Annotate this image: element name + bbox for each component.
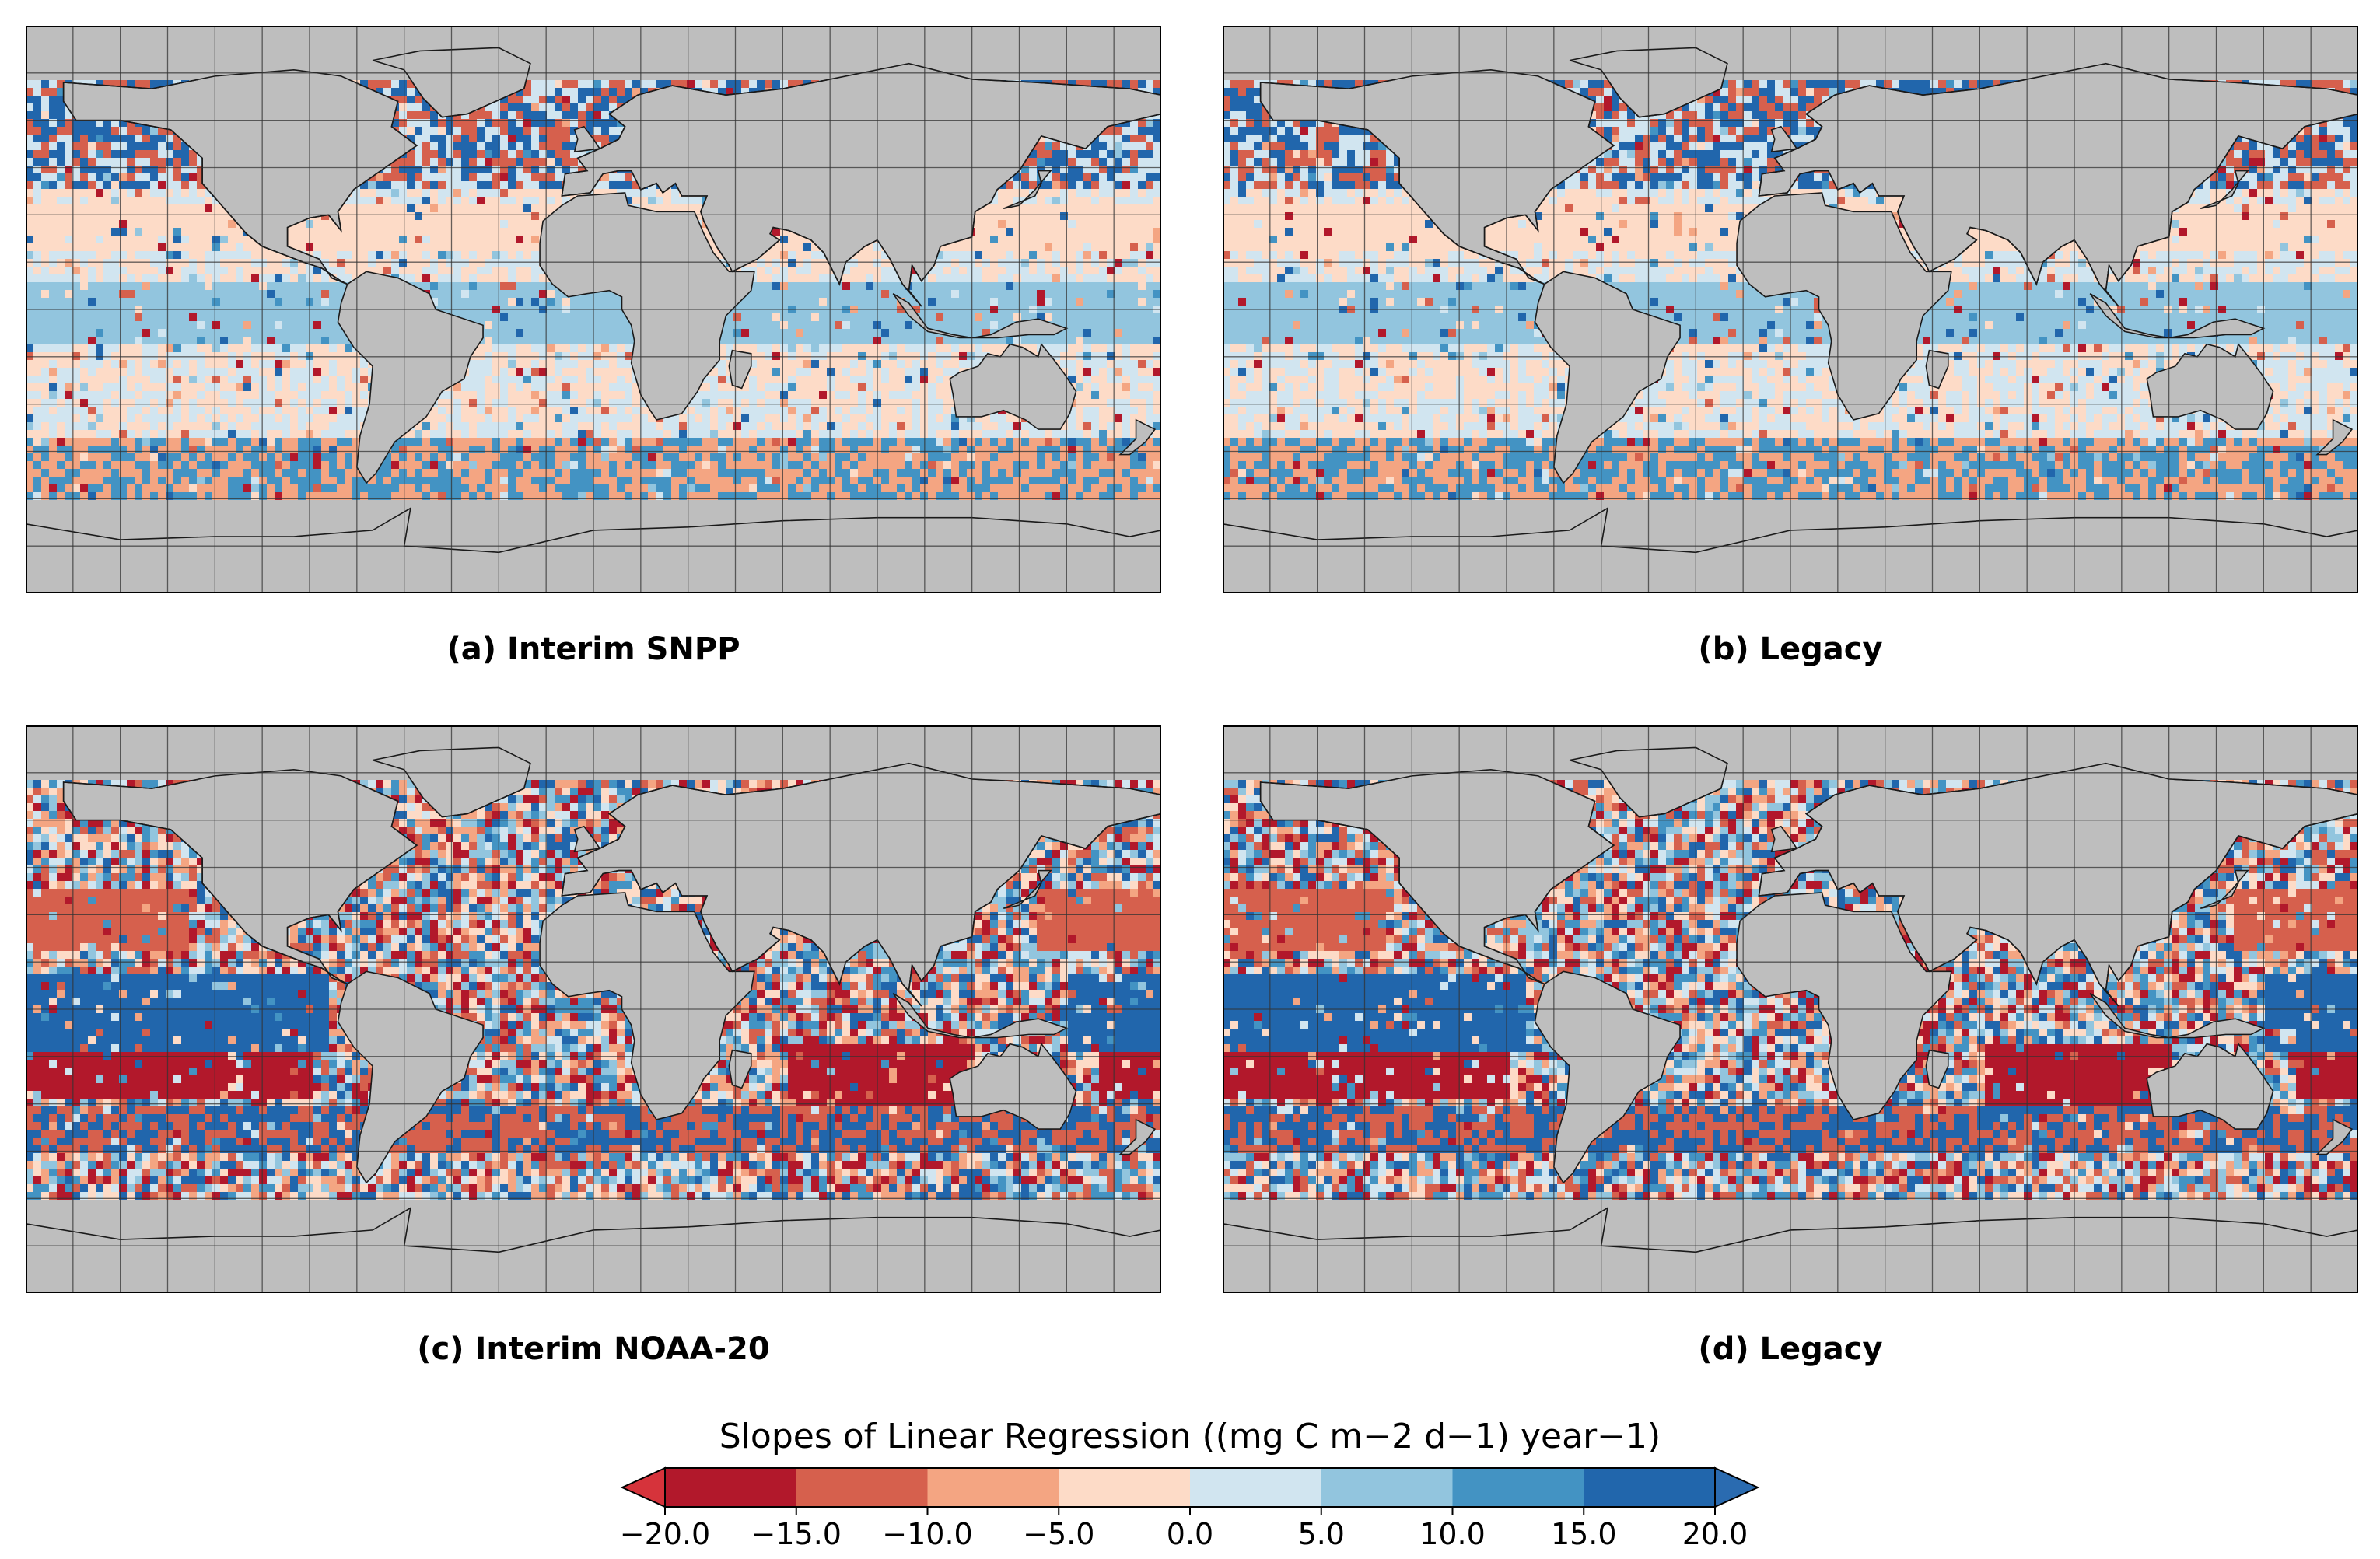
map-frame: [26, 26, 1161, 593]
land-australia: [949, 342, 1077, 430]
colorbar-segment: [1321, 1468, 1453, 1507]
colorbar-tick-label: 15.0: [1551, 1517, 1617, 1547]
land-indonesia: [2089, 993, 2266, 1039]
panel-label-d: (d) Legacy: [1223, 1331, 2358, 1367]
land-australia: [2146, 1042, 2274, 1130]
graticule: [26, 26, 1161, 593]
land-japan: [2200, 170, 2249, 210]
map-frame: [1223, 26, 2358, 593]
colorbar-tick-label: −10.0: [882, 1517, 972, 1547]
land-newZealand: [1118, 418, 1157, 456]
map-frame: [1223, 725, 2358, 1293]
map-panel-b: [1223, 26, 2358, 593]
colorbar-segment: [665, 1468, 796, 1507]
colorbar-tick-label: 5.0: [1298, 1517, 1345, 1547]
colorbar-tick-label: 0.0: [1167, 1517, 1213, 1547]
land-japan: [2200, 869, 2249, 910]
land-japan: [1003, 869, 1052, 910]
land-madagascar: [1925, 1049, 1949, 1089]
land-indonesia: [892, 293, 1069, 339]
land-madagascar: [728, 1049, 752, 1089]
colorbar-segment: [796, 1468, 928, 1507]
map-b: [1223, 26, 2358, 593]
land-southAmerica: [1534, 970, 1681, 1184]
colorbar-extend-high: [1714, 1466, 1760, 1508]
colorbar-segment: [1190, 1468, 1321, 1507]
colorbar-tick-label: 10.0: [1419, 1517, 1486, 1547]
land-indonesia: [892, 993, 1069, 1039]
colorbar-segment: [1452, 1468, 1584, 1507]
map-a: [26, 26, 1161, 593]
panel-label-b: (b) Legacy: [1223, 631, 2358, 667]
graticule: [26, 725, 1161, 1293]
land-australia: [2146, 342, 2274, 430]
map-d: [1223, 725, 2358, 1293]
land-madagascar: [728, 349, 752, 390]
land-newZealand: [2315, 1118, 2354, 1155]
land-southAmerica: [1534, 271, 1681, 484]
graticule: [1223, 26, 2358, 593]
land-southAmerica: [337, 271, 484, 484]
colorbar-segment: [1584, 1468, 1715, 1507]
land-indonesia: [2089, 293, 2266, 339]
map-c: [26, 725, 1161, 1293]
colorbar: −20.0 −15.0 −10.0 −5.0 0.0 5.0 10.0 15.0 20.0: [620, 1466, 1760, 1547]
land-newZealand: [2315, 418, 2354, 456]
map-panel-d: [1223, 725, 2358, 1293]
colorbar-title: Slopes of Linear Regression ((mg C m−2 d…: [607, 1417, 1773, 1456]
map-frame: [26, 725, 1161, 1293]
land-southAmerica: [337, 970, 484, 1184]
colorbar-tick-label: −5.0: [1023, 1517, 1094, 1547]
map-panel-a: [26, 26, 1161, 593]
panel-label-c: (c) Interim NOAA-20: [26, 1331, 1161, 1367]
colorbar-segment: [927, 1468, 1059, 1507]
panel-label-a: (a) Interim SNPP: [26, 631, 1161, 667]
colorbar-segment: [1059, 1468, 1190, 1507]
land-australia: [949, 1042, 1077, 1130]
land-japan: [1003, 170, 1052, 210]
map-panel-c: [26, 725, 1161, 1293]
land-madagascar: [1925, 349, 1949, 390]
colorbar-tick-label: −20.0: [620, 1517, 710, 1547]
colorbar-tick-label: 20.0: [1682, 1517, 1748, 1547]
land-newZealand: [1118, 1118, 1157, 1155]
colorbar-extend-low: [620, 1466, 666, 1508]
colorbar-tick-label: −15.0: [751, 1517, 842, 1547]
graticule: [1223, 725, 2358, 1293]
